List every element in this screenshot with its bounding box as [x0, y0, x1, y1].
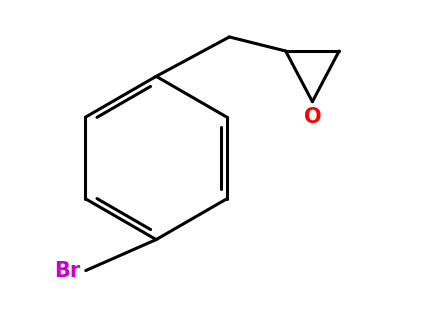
Text: O: O	[303, 107, 321, 127]
Text: Br: Br	[54, 261, 80, 280]
